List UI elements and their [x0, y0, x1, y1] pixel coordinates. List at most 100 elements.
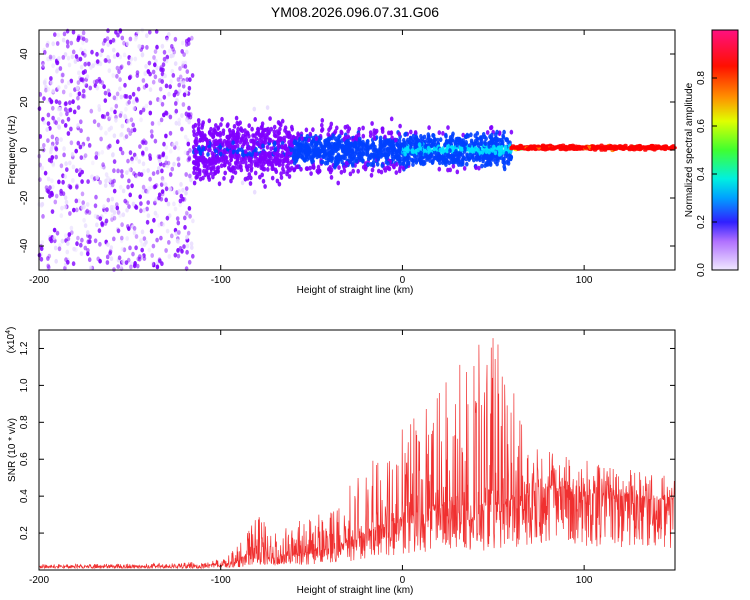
spectrogram-cell [77, 198, 81, 204]
spectrogram-cell [184, 190, 188, 196]
spectrogram-cell [122, 52, 127, 58]
spectrogram-cell [79, 128, 83, 134]
spectrogram-cell [115, 205, 120, 211]
spectrogram-cell [390, 150, 394, 156]
spectrogram-cell [55, 60, 60, 66]
spectrogram-cell [97, 76, 102, 82]
spectrogram-cell [251, 145, 255, 151]
spectrogram-cell [158, 154, 162, 160]
spectrogram-cell [129, 56, 134, 62]
spectrogram-cell [329, 155, 334, 161]
spectrogram-cell [299, 166, 303, 172]
spectrogram-cell [184, 186, 189, 192]
spectrogram-cell [378, 144, 383, 150]
spectrogram-cell [413, 130, 418, 135]
spectrogram-cell [444, 133, 448, 139]
spectrogram-cell [108, 39, 113, 45]
spectrogram-cell [46, 176, 51, 182]
spectrogram-cell [49, 99, 54, 104]
spectrogram-cell [127, 75, 132, 81]
spectrogram-cell [356, 132, 361, 138]
spectrogram-cell [469, 147, 473, 153]
spectrogram-cell [53, 119, 57, 125]
spectrogram-cell [115, 73, 119, 79]
spectrogram-cell [41, 63, 45, 69]
spectrogram-cell [308, 165, 312, 171]
spectrogram-cell [219, 163, 224, 169]
spectrogram-cell [162, 49, 167, 55]
spectrogram-cell [120, 222, 124, 228]
spectrogram-cell [75, 207, 79, 213]
spectrogram-cell [548, 143, 553, 147]
x-tick-label: -200 [29, 275, 49, 286]
spectrogram-cell [272, 142, 277, 148]
spectrogram-cell [527, 145, 533, 149]
spectrogram-cell [177, 189, 181, 194]
spectrogram-cell [370, 167, 375, 173]
spectrogram-cell [138, 44, 142, 49]
spectrogram-cell [151, 243, 156, 249]
spectrogram-cell [275, 129, 280, 135]
spectrogram-cell [145, 33, 149, 39]
spectrogram-cell [448, 148, 452, 154]
spectrogram-cell [164, 160, 168, 166]
snr-y-label: SNR (10 * v/v) [7, 418, 18, 482]
spectrogram-cell [61, 179, 65, 185]
spectrogram-cell [500, 149, 505, 155]
spectrogram-cell [181, 83, 186, 89]
spectrogram-cell [180, 113, 184, 118]
spectrogram-cell [419, 160, 423, 166]
spectrogram-cell [121, 188, 126, 194]
spectrogram-cell [159, 65, 163, 70]
spectrogram-cell [182, 244, 186, 250]
spectrogram-cell [480, 163, 484, 169]
spectrogram-cell [317, 168, 322, 174]
spectrogram-cell [497, 152, 502, 157]
spectrogram-cell [39, 246, 44, 252]
spectrogram-cell [464, 140, 469, 145]
spectrogram-cell [81, 93, 85, 99]
spectrogram-cell [116, 168, 120, 174]
spectrogram-cell [127, 99, 131, 105]
spectrogram-cell [149, 228, 154, 234]
spectrogram-cell [186, 141, 191, 147]
spectrogram-cell [46, 263, 50, 269]
spectrogram-cell [664, 145, 669, 149]
spectrogram-cell [50, 134, 55, 140]
spectrogram-cell [339, 169, 344, 175]
spectrogram-cell [221, 128, 226, 134]
spectrogram-cell [106, 197, 111, 203]
spectrogram-cell [176, 220, 181, 226]
spectrogram-y-ticks: -40 -20 0 20 40 [19, 48, 675, 253]
spectrogram-cell [139, 110, 143, 115]
spectrogram-cell [107, 58, 112, 64]
spectrogram-cell [209, 170, 213, 176]
spectrogram-cell [112, 188, 117, 194]
spectrogram-cell [204, 168, 209, 174]
spectrogram-cell [85, 74, 90, 79]
spectrogram-cell [437, 157, 442, 162]
spectrogram-cell [218, 133, 222, 138]
spectrogram-cell [450, 133, 455, 139]
spectrogram-cell [223, 162, 227, 168]
spectrogram-cell [146, 200, 150, 206]
spectrogram-cell [139, 201, 143, 207]
spectrogram-cell [45, 188, 50, 194]
spectrogram-cell [380, 126, 385, 132]
spectrogram-cell [314, 151, 319, 157]
spectrogram-cell [162, 94, 167, 100]
spectrogram-cell [120, 35, 125, 41]
snr-scale-label: (x104) [5, 327, 17, 354]
spectrogram-cell [79, 47, 83, 53]
spectrogram-cell [104, 218, 109, 224]
spectrogram-cell [99, 136, 103, 142]
spectrogram-cell [54, 258, 58, 264]
spectrogram-cell [148, 110, 153, 116]
spectrogram-cell [125, 41, 130, 47]
spectrogram-cell [181, 80, 186, 85]
spectrogram-cell [148, 29, 152, 35]
spectrogram-cell [164, 83, 169, 89]
spectrogram-cell [261, 143, 265, 149]
spectrogram-cell [128, 36, 133, 42]
colorbar-tick-label: 0.8 [696, 71, 707, 85]
